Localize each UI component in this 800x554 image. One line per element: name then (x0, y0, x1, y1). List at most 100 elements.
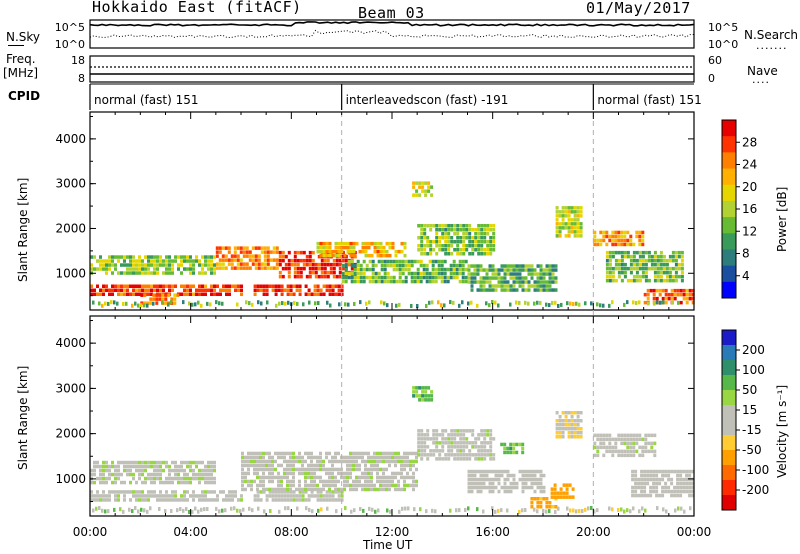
heatmap-cell (404, 275, 408, 280)
heatmap-cell (292, 483, 295, 488)
heatmap-cell (364, 463, 367, 468)
heatmap-cell (465, 244, 469, 248)
heatmap-cell (213, 267, 216, 271)
heatmap-cell (435, 232, 439, 236)
heatmap-cell (332, 258, 336, 263)
heatmap-cell (573, 226, 577, 230)
heatmap-cell (602, 453, 606, 458)
heatmap-cell (562, 491, 566, 495)
heatmap-cell (382, 479, 385, 484)
heatmap-cell (386, 263, 390, 268)
heatmap-cell (346, 463, 349, 468)
heatmap-cell (111, 255, 114, 259)
heatmap-cell (227, 258, 231, 262)
heatmap-cell (564, 226, 568, 230)
heatmap-cell (186, 259, 189, 263)
heatmap-cell (192, 460, 195, 465)
heatmap-cell (171, 460, 174, 465)
heatmap-cell (284, 254, 288, 259)
heatmap-cell (253, 498, 257, 502)
heatmap-cell (295, 467, 298, 472)
heatmap-cell (368, 300, 371, 305)
heatmap-cell (123, 284, 126, 288)
heatmap-cell (241, 475, 244, 480)
heatmap-cell (423, 449, 427, 453)
heatmap-cell (359, 271, 363, 276)
heatmap-cell (259, 483, 262, 488)
heatmap-cell (376, 451, 379, 456)
heatmap-cell (573, 423, 577, 427)
heatmap-cell (328, 494, 332, 498)
heatmap-cell (90, 490, 93, 494)
heatmap-cell (180, 460, 183, 465)
heatmap-cell (400, 463, 403, 468)
heatmap-cell (168, 468, 171, 473)
heatmap-cell (623, 238, 627, 243)
heatmap-cell (409, 459, 412, 464)
heatmap-cell (192, 494, 195, 498)
heatmap-cell (233, 266, 237, 270)
heatmap-cell (542, 268, 546, 272)
heatmap-cell (334, 451, 337, 456)
heatmap-cell (385, 241, 389, 246)
heatmap-cell (287, 300, 290, 305)
heatmap-cell (415, 451, 418, 456)
heatmap-cell (141, 494, 144, 498)
heatmap-cell (435, 433, 439, 437)
heatmap-cell (244, 487, 247, 492)
heatmap-cell (470, 276, 474, 280)
heatmap-cell (253, 284, 257, 288)
heatmap-cell (512, 485, 516, 490)
heatmap-cell (201, 468, 204, 473)
heatmap-cell (647, 441, 651, 446)
heatmap-cell (99, 498, 102, 502)
heatmap-cell (159, 468, 162, 473)
heatmap-cell (262, 487, 265, 492)
heatmap-cell (671, 258, 675, 263)
heatmap-cell (629, 453, 633, 458)
heatmap-cell (272, 266, 276, 270)
heatmap-cell (647, 449, 651, 454)
heatmap-cell (397, 459, 400, 464)
heatmap-cell (248, 301, 251, 306)
heatmap-cell (497, 477, 501, 482)
heatmap-cell (453, 224, 457, 228)
heatmap-cell (489, 433, 493, 437)
heatmap-cell (506, 508, 509, 513)
heatmap-cell (256, 467, 259, 472)
heatmap-cell (207, 255, 210, 259)
heatmap-cell (292, 451, 295, 456)
heatmap-cell (271, 284, 275, 288)
heatmap-cell (268, 467, 271, 472)
heatmap-cell (432, 433, 436, 437)
heatmap-cell (572, 302, 575, 307)
heatmap-cell (295, 498, 299, 502)
heatmap-cell (486, 453, 490, 457)
heatmap-cell (126, 263, 129, 267)
heatmap-cell (334, 483, 337, 488)
heatmap-cell (626, 254, 630, 259)
nave-label: Nave (747, 64, 778, 78)
heatmap-cell (468, 236, 472, 240)
heatmap-cell (168, 494, 171, 498)
heatmap-cell (661, 485, 665, 490)
heatmap-cell (230, 262, 234, 266)
heatmap-cell (492, 244, 496, 248)
heatmap-cell (183, 267, 186, 271)
heatmap-cell (605, 250, 609, 255)
heatmap-cell (527, 272, 531, 276)
heatmap-cell (325, 467, 328, 472)
heatmap-cell (406, 471, 409, 476)
heatmap-cell (281, 254, 285, 259)
heatmap-cell (334, 487, 337, 492)
heatmap-cell (596, 508, 599, 513)
heatmap-cell (355, 463, 358, 468)
colorbar-swatch (722, 465, 736, 481)
heatmap-cell (204, 490, 207, 494)
heatmap-cell (231, 284, 234, 288)
heatmap-cell (395, 259, 399, 264)
heatmap-cell (233, 258, 237, 262)
heatmap-cell (446, 275, 450, 280)
heatmap-cell (174, 498, 177, 502)
heatmap-cell (468, 240, 472, 244)
